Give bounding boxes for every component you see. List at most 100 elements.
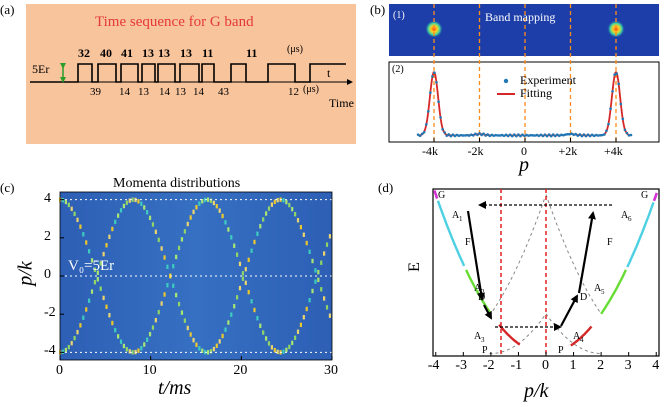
experiment-point	[549, 134, 553, 138]
heatmap-trace-dot	[294, 212, 297, 217]
experiment-point	[543, 133, 547, 136]
experiment-point	[437, 100, 440, 104]
experiment-point	[510, 134, 514, 138]
heatmap-trace-dot	[111, 226, 114, 232]
heatmap-trace-dot	[189, 332, 192, 337]
experiment-point	[617, 82, 621, 86]
heatmap-trace-dot	[180, 237, 184, 242]
heatmap-trace-dot	[320, 260, 323, 265]
heatmap-trace-dot	[119, 339, 123, 344]
experiment-point	[416, 133, 420, 136]
d-point-label-a3: A	[474, 331, 482, 342]
heatmap-trace-dot	[148, 331, 152, 337]
heatmap-trace-dot	[302, 232, 305, 237]
heatmap-trace-dot	[119, 208, 123, 213]
sequence-background	[26, 4, 356, 144]
heatmap-trace-dot	[314, 268, 317, 273]
experiment-point	[601, 133, 604, 137]
d-point-sub-a3: 3	[481, 336, 485, 344]
top-unit: (μs)	[287, 44, 303, 55]
heatmap-trace-dot	[227, 320, 230, 325]
experiment-point	[508, 133, 512, 136]
heatmap-trace-dot	[201, 348, 204, 354]
top-duration-label: 40	[100, 46, 112, 60]
heatmap-trace-dot	[323, 251, 326, 256]
level-label: 5Er	[32, 62, 50, 76]
heatmap-trace-dot	[311, 258, 314, 264]
experiment-point	[461, 134, 465, 137]
heatmap-trace-dot	[317, 277, 320, 283]
c-axis-ticks	[59, 199, 333, 360]
heatmap-trace-dot	[212, 200, 215, 206]
heatmap-trace-dot	[175, 292, 178, 298]
heatmap-trace-dot	[180, 310, 184, 315]
bottom-duration-label: 39	[90, 86, 101, 98]
heatmap-trace-dot	[296, 218, 300, 223]
heatmap-trace-dot	[262, 217, 265, 222]
experiment-point	[605, 129, 608, 133]
heatmap-trace-dot	[76, 329, 79, 335]
heatmap-trace-dot	[93, 280, 97, 285]
experiment-point	[580, 134, 584, 138]
heatmap-trace-dot	[90, 258, 94, 263]
heatmap-trace-dot	[256, 316, 259, 321]
experiment-point	[533, 134, 537, 137]
experiment-point	[474, 132, 477, 136]
heatmap-trace-dot	[215, 204, 218, 209]
experiment-point	[476, 133, 479, 137]
top-duration-label: 13	[158, 46, 170, 60]
d-x-ticks	[435, 352, 657, 356]
heatmap-trace-dot	[250, 299, 253, 304]
heatmap-trace-dot	[88, 298, 91, 303]
c-y-tick-label: 4	[44, 190, 51, 206]
heatmap-trace-dot	[195, 205, 198, 210]
experiment-point	[553, 134, 557, 138]
heatmap-trace-dot	[267, 206, 271, 211]
bottom-duration-label: 43	[218, 86, 229, 98]
heatmap-trace-dot	[189, 215, 192, 220]
experiment-point	[429, 91, 432, 94]
experiment-point	[623, 128, 627, 132]
experiment-point	[539, 133, 543, 137]
heatmap-trace-dot	[99, 286, 102, 291]
heatmap-trace-dot	[117, 334, 120, 339]
c-y-tick-label: -2	[44, 305, 56, 321]
c-x-tick-label: 20	[233, 363, 248, 378]
experiment-point	[586, 133, 590, 136]
experiment-point	[482, 132, 485, 136]
heatmap-trace-dot	[264, 336, 268, 341]
experiment-point	[463, 134, 467, 137]
experiment-point	[431, 75, 434, 78]
experiment-point	[531, 134, 535, 137]
heatmap-trace-dot	[241, 276, 244, 281]
b-xlabel: p	[519, 154, 529, 176]
d-point-label-a5: A	[594, 283, 602, 294]
heatmap-trace-dot	[215, 343, 218, 348]
d-arrow-a4-a5	[560, 294, 578, 327]
experiment-point	[494, 133, 498, 137]
heatmap-trace-dot	[285, 347, 288, 353]
heatmap-trace-dot	[256, 231, 259, 236]
heatmap-trace-dot	[125, 200, 128, 205]
heatmap-trace-dot	[328, 313, 332, 318]
heatmap-trace-dot	[238, 285, 242, 291]
experiment-point	[558, 134, 561, 138]
d-point-sub-a5: 5	[601, 288, 605, 296]
heatmap-trace-dot	[233, 243, 236, 248]
experiment-point	[490, 133, 494, 137]
d-point-label-f1: F	[465, 237, 471, 248]
experiment-point	[443, 131, 446, 134]
heatmap-trace-dot	[186, 325, 189, 331]
heatmap-trace-dot	[157, 309, 160, 315]
experiment-point	[502, 134, 506, 138]
heatmap-trace-dot	[282, 198, 285, 203]
experiment-point	[422, 130, 426, 134]
experiment-point	[582, 133, 586, 136]
heatmap-trace-dot	[288, 344, 291, 350]
c-x-tick-label: 10	[142, 363, 157, 378]
experiment-point	[615, 72, 618, 75]
heatmap-trace-dot	[328, 234, 332, 239]
d-x-tick-label: 4	[652, 358, 660, 373]
experiment-point	[594, 133, 598, 137]
c-ylabel: p/k	[14, 261, 37, 286]
